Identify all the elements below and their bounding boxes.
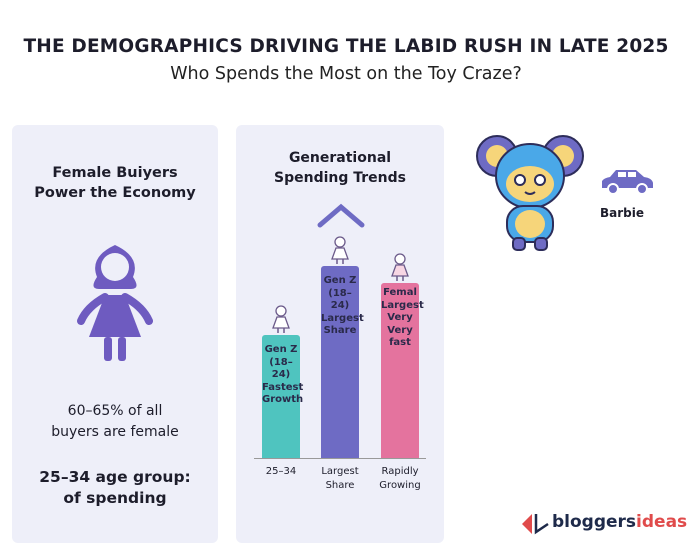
stat-line: 60–65% of all [67,403,163,419]
bar-label-line: Gen Z [323,275,357,286]
female-share-stat: 60–65% of all buyers are female [12,401,218,443]
panel-title-line: Power the Economy [34,185,196,201]
chart-title-line: Spending Trends [274,170,406,186]
bar-label-line: Share [323,325,357,336]
age-group-stat: 25–34 age group: of spending [12,467,218,509]
x-tick-label-line: Growing [379,480,421,491]
car-icon [602,170,653,195]
girl-figure-icon [391,253,409,282]
bar-label-line: Very [387,312,413,324]
girl-figure-icon [331,236,349,264]
bloggersideas-logo[interactable]: bloggersideas [522,512,688,535]
female-icon [77,245,153,361]
x-tick-label-line: Largest [321,466,359,477]
page-title: THE DEMOGRAPHICS DRIVING THE LABID RUSH … [23,36,669,57]
bar-label-line: Gen Z [264,344,298,356]
bar-1: Gen Z (18–24) Largest Share [321,266,364,458]
x-tick-label: Rapidly Growing [370,465,430,493]
x-tick-label-line: Share [325,480,355,491]
stat-line: 25–34 age group: [39,468,191,486]
mascot-monster-illustration [476,135,584,251]
bar-label-line: (18–24) [269,356,293,381]
bar-label-line: Growth [262,394,304,406]
panel-title-line: Female Buiyers [52,165,178,181]
car-label: Barbie [600,206,645,220]
x-tick-label: 25–34 [251,465,311,479]
bar-label-line: (18–24) [328,287,352,312]
stat-line: of spending [63,489,167,507]
bar-0: Gen Z (18–24) Fastest Growth [262,335,304,458]
page-subtitle: Who Spends the Most on the Toy Craze? [170,64,522,84]
logo-text-ideas: ideas [636,512,688,532]
x-tick-label-line: 25–34 [265,466,297,477]
chart-title: Generational Spending Trends [236,148,444,188]
panel-title: Female Buiyers Power the Economy [12,163,218,203]
bar-label-line: Largest [321,312,364,324]
bar-label-line: Fastest [262,381,304,393]
female-buyers-panel: Female Buiyers Power the Economy 60–65% … [12,125,218,543]
baseline [254,458,426,459]
x-tick-label: Largest Share [310,465,370,493]
bar-label-line: Femal [383,287,417,299]
logo-mark-icon [522,514,549,535]
chart-title-line: Generational [288,150,392,166]
bar-label: Gen Z (18–24) Fastest Growth [262,344,304,407]
stat-line: buyers are female [51,424,179,440]
girl-figure-icon [272,305,290,334]
logo-text-bloggers: bloggers [552,512,637,532]
bar-2: Femal Largest Very Very fast [381,283,424,458]
bar-label: Gen Z (18–24) Largest Share [321,275,364,338]
chevron-up-icon [317,203,365,228]
generational-chart-panel: Generational Spending Trends Gen Z (18–24… [236,125,444,543]
bar-label: Femal Largest Very Very fast [381,287,424,350]
bar-label-line: Very fast [387,324,413,349]
x-tick-label-line: Rapidly [381,466,419,477]
bar-label-line: Largest [381,299,424,311]
